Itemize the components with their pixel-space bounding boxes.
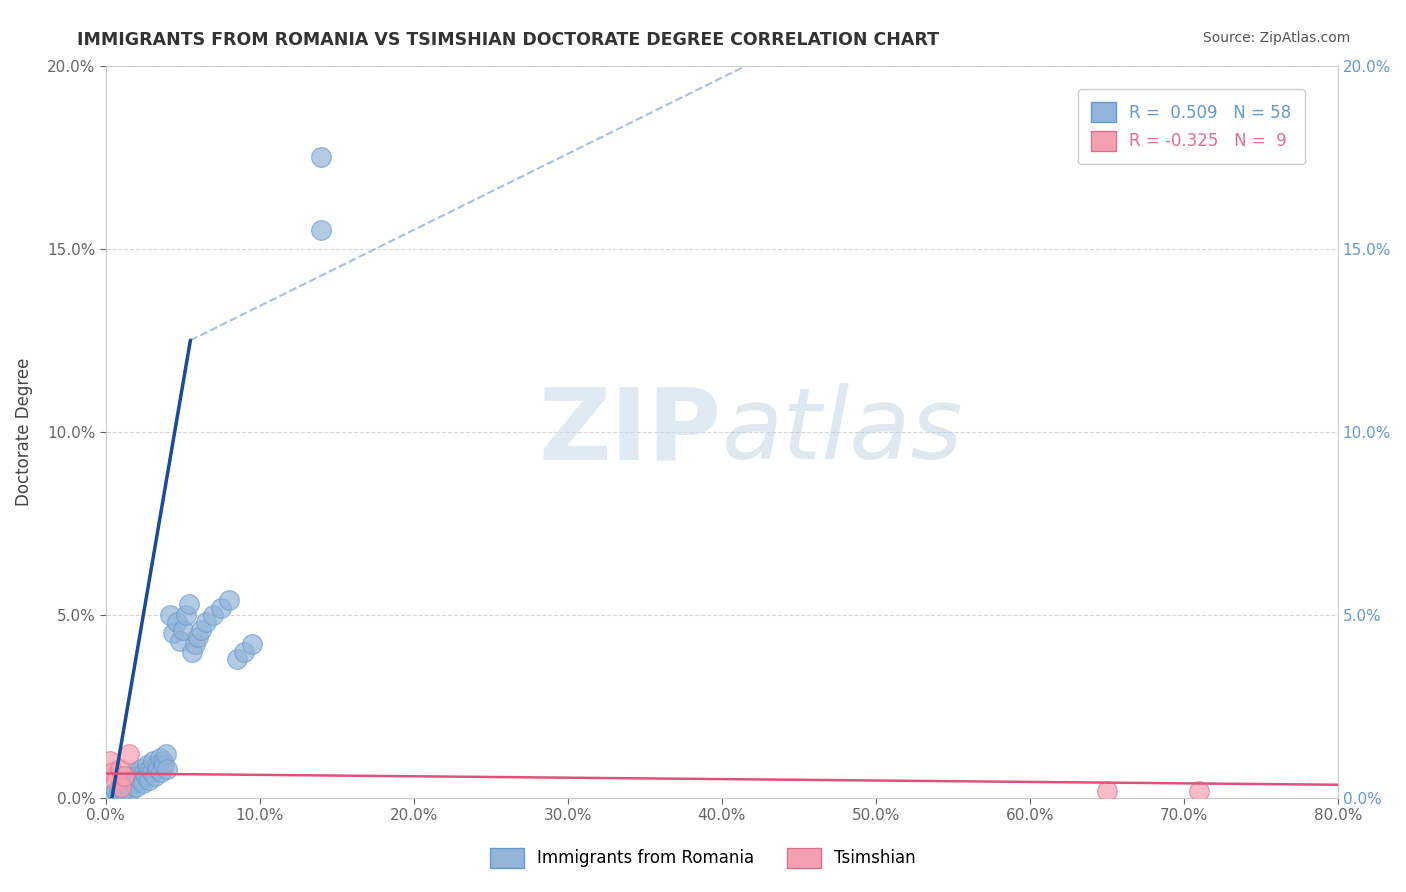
Point: [110, 780, 132, 794]
Point: [110, 783, 132, 797]
Point: [155, 747, 177, 761]
Legend: Immigrants from Romania, Tsimshian: Immigrants from Romania, Tsimshian: [484, 841, 922, 875]
Point: [143, 769, 166, 783]
Point: [172, 623, 194, 637]
Point: [121, 772, 143, 787]
Point: [112, 769, 135, 783]
Point: [152, 755, 174, 769]
Point: [181, 644, 204, 658]
Point: [134, 765, 156, 780]
Point: [184, 637, 207, 651]
Point: [131, 776, 153, 790]
Point: [129, 762, 152, 776]
Point: [190, 623, 212, 637]
Point: [142, 755, 165, 769]
Point: [159, 607, 181, 622]
Text: ZIP: ZIP: [538, 384, 721, 480]
Point: [112, 783, 135, 797]
Point: [136, 758, 159, 772]
Point: [311, 150, 333, 164]
Point: [108, 780, 131, 794]
Point: [110, 788, 132, 802]
Point: [162, 626, 184, 640]
Point: [153, 758, 176, 772]
Point: [105, 783, 128, 797]
Point: [122, 776, 145, 790]
Point: [114, 772, 136, 787]
Point: [233, 644, 256, 658]
Legend: R =  0.509   N = 58, R = -0.325   N =  9: R = 0.509 N = 58, R = -0.325 N = 9: [1077, 88, 1305, 164]
Point: [240, 637, 263, 651]
Point: [209, 600, 232, 615]
Point: [139, 762, 162, 776]
Point: [128, 772, 150, 787]
Point: [225, 652, 247, 666]
Point: [156, 762, 179, 776]
Point: [1095, 783, 1118, 797]
Point: [150, 765, 173, 780]
Point: [149, 751, 172, 765]
Point: [127, 769, 149, 783]
Point: [98, 755, 121, 769]
Point: [103, 788, 125, 802]
Text: atlas: atlas: [721, 384, 963, 480]
Point: [118, 747, 141, 761]
Y-axis label: Doctorate Degree: Doctorate Degree: [15, 358, 32, 506]
Point: [103, 765, 125, 780]
Point: [187, 630, 209, 644]
Text: Source: ZipAtlas.com: Source: ZipAtlas.com: [1202, 31, 1350, 45]
Point: [115, 776, 138, 790]
Point: [107, 788, 129, 802]
Point: [146, 762, 169, 776]
Point: [124, 765, 146, 780]
Point: [145, 758, 167, 772]
Point: [111, 780, 134, 794]
Point: [108, 762, 131, 776]
Point: [118, 780, 141, 794]
Point: [125, 780, 148, 794]
Point: [105, 772, 128, 787]
Point: [1188, 783, 1211, 797]
Point: [118, 769, 141, 783]
Point: [218, 593, 240, 607]
Point: [141, 765, 163, 780]
Point: [169, 633, 191, 648]
Point: [202, 607, 225, 622]
Point: [166, 615, 188, 630]
Point: [138, 772, 160, 787]
Point: [120, 783, 142, 797]
Point: [110, 776, 132, 790]
Point: [177, 597, 200, 611]
Text: IMMIGRANTS FROM ROMANIA VS TSIMSHIAN DOCTORATE DEGREE CORRELATION CHART: IMMIGRANTS FROM ROMANIA VS TSIMSHIAN DOC…: [77, 31, 939, 49]
Point: [174, 607, 197, 622]
Point: [194, 615, 217, 630]
Point: [135, 769, 157, 783]
Point: [311, 223, 333, 237]
